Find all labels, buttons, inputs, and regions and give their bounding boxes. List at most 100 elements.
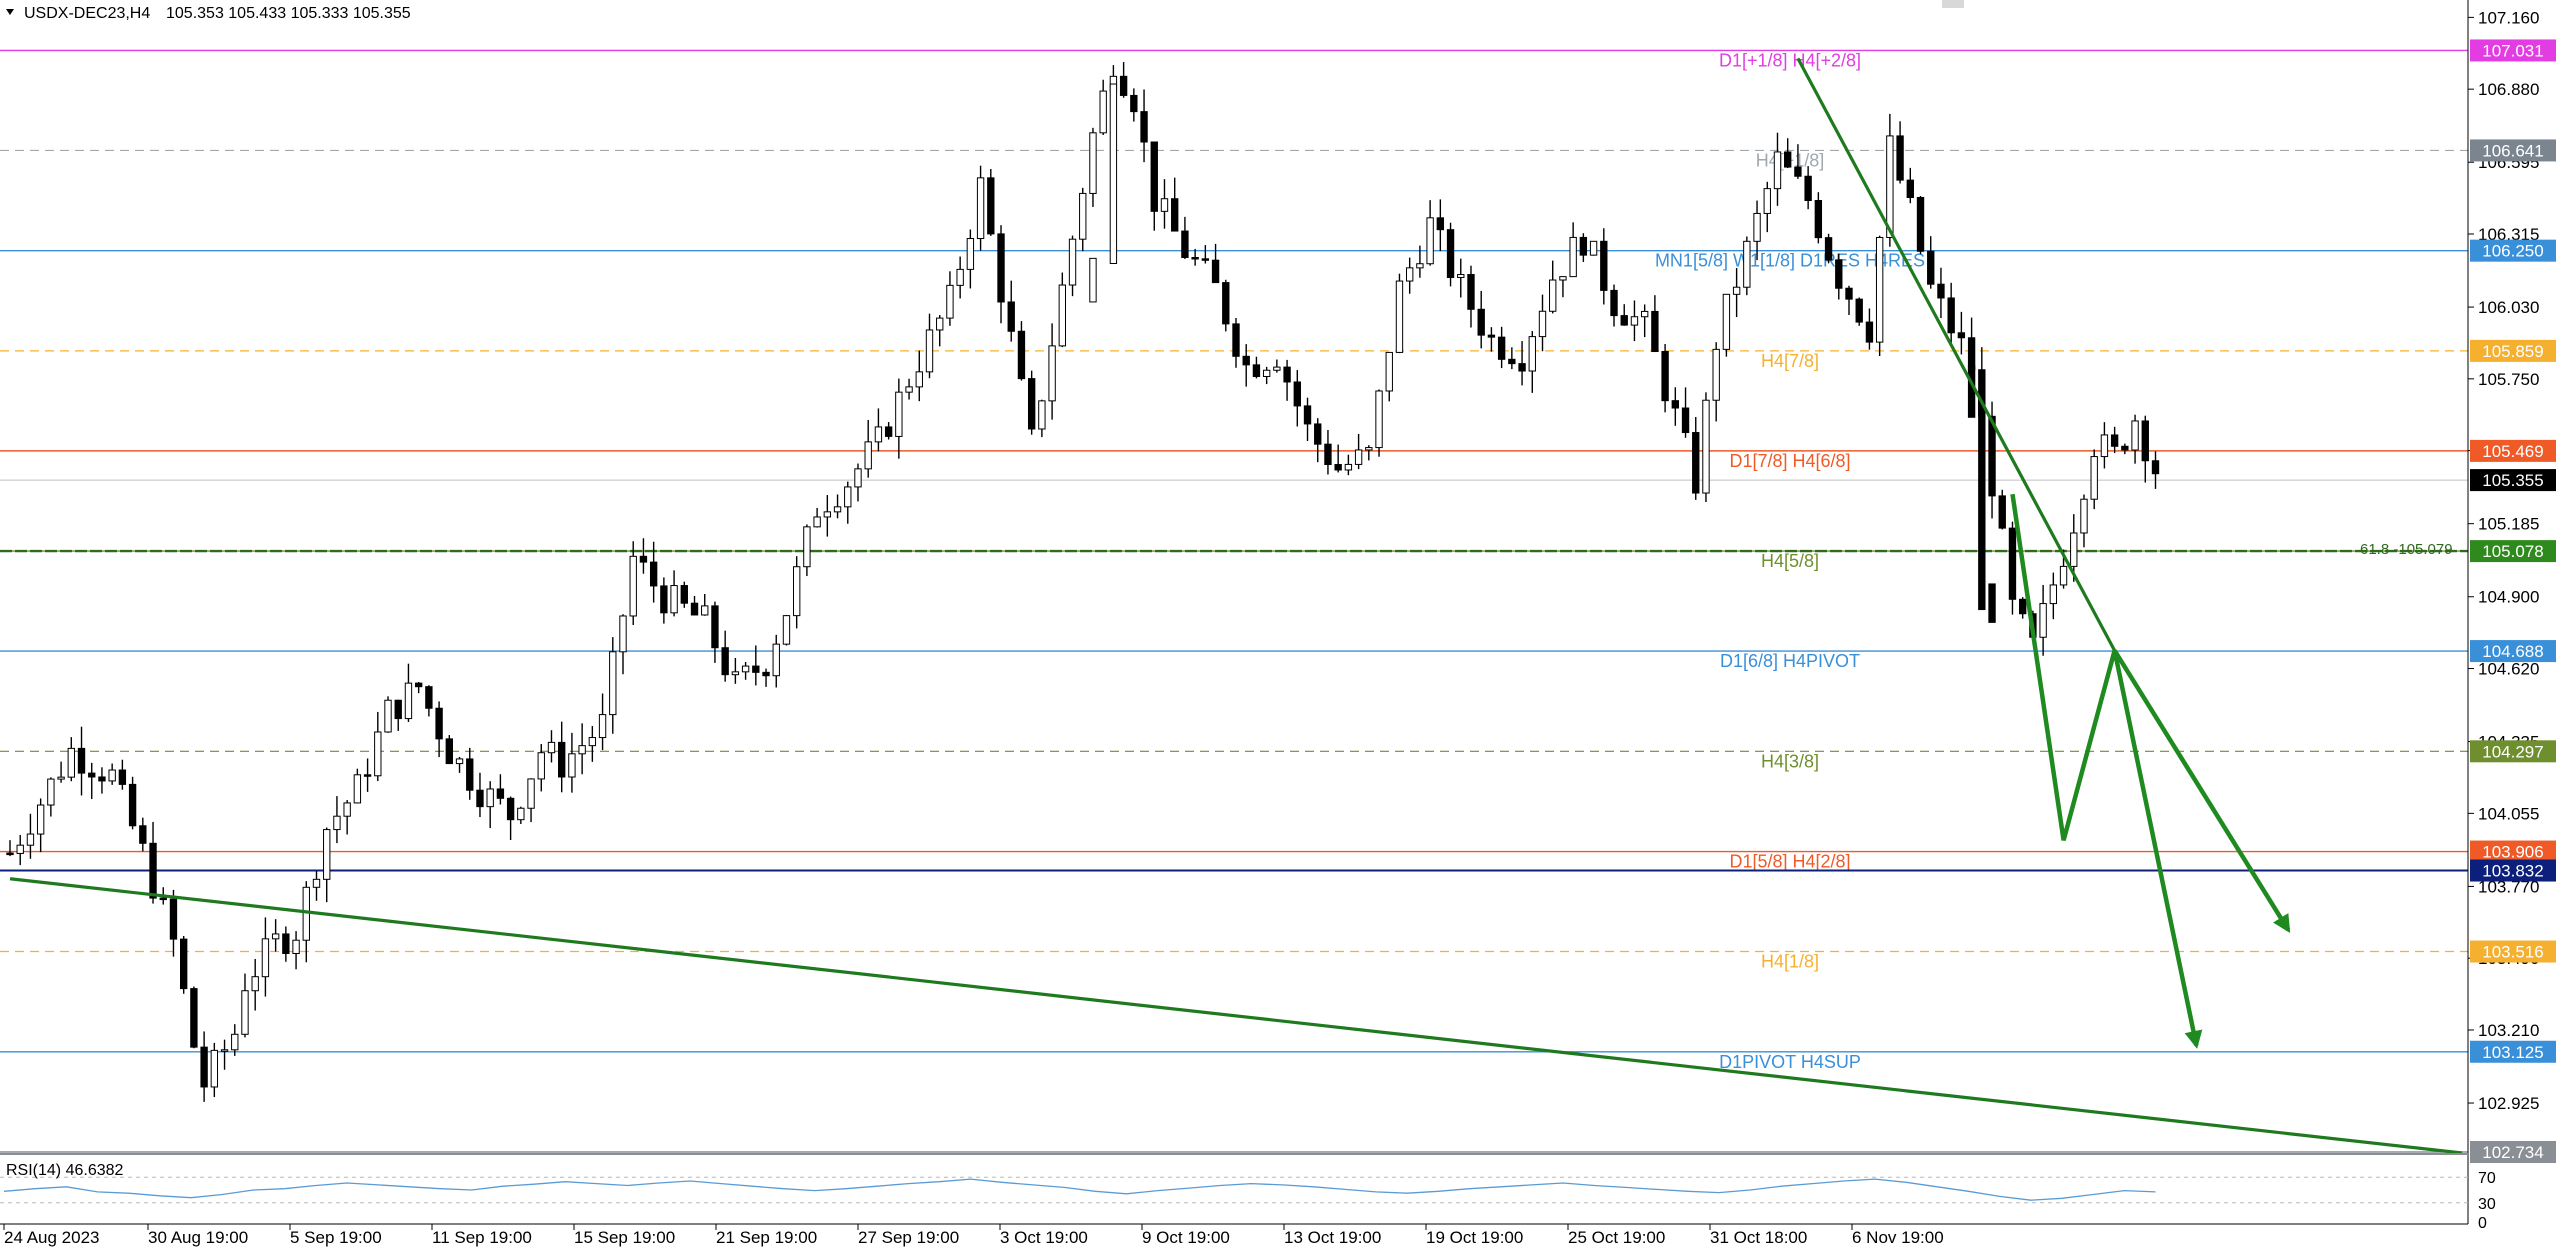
time-tick-label-8: 9 Oct 19:00 — [1142, 1228, 1230, 1247]
time-tick-label-6: 27 Sep 19:00 — [858, 1228, 959, 1247]
candle-body-57 — [588, 737, 597, 747]
candle-body-41 — [425, 686, 433, 709]
candle-body-29 — [302, 886, 310, 941]
candle-body-64 — [660, 585, 668, 614]
forecast-arrow-0 — [2010, 493, 2203, 1049]
candle-body-58 — [598, 714, 607, 739]
candle-body-114 — [1171, 198, 1179, 232]
candle-body-70 — [721, 647, 729, 676]
candle-body-128 — [1314, 423, 1322, 445]
candle-body-115 — [1181, 230, 1189, 258]
level-label-2: MN1[5/8] W1[1/8] D1RES H4RES — [1655, 251, 1925, 271]
candle-body-67 — [690, 602, 699, 616]
level-badge-10-text: 103.125 — [2482, 1043, 2543, 1062]
candle-body-162 — [1661, 351, 1669, 402]
rsi-line — [3, 1178, 2156, 1201]
candle-body-196 — [2008, 527, 2017, 600]
candle-body-137 — [1406, 267, 1414, 282]
candle-body-76 — [782, 615, 791, 645]
time-tick-label-10: 19 Oct 19:00 — [1426, 1228, 1523, 1247]
candle-body-169 — [1732, 286, 1741, 295]
collapse-triangle-icon[interactable] — [6, 9, 14, 15]
level-badge-7-text: 104.297 — [2482, 742, 2543, 761]
candle-body-188 — [1927, 250, 1935, 285]
time-tick-label-13: 6 Nov 19:00 — [1852, 1228, 1944, 1247]
candle-body-206 — [2110, 434, 2119, 447]
candle-body-51 — [527, 778, 535, 809]
candle-body-158 — [1620, 315, 1628, 326]
candle-body-183 — [1875, 236, 1884, 343]
header-symbol: USDX-DEC23,H4 — [24, 5, 150, 22]
candle-body-50 — [517, 807, 525, 821]
candle-body-126 — [1293, 381, 1301, 407]
candle-body-149 — [1528, 336, 1536, 372]
candle-body-205 — [2100, 434, 2109, 458]
candle-body-187 — [1916, 196, 1925, 252]
candles-group — [6, 62, 2160, 1102]
candle-body-124 — [1273, 366, 1281, 371]
candle-body-28 — [292, 939, 300, 954]
time-tick-label-12: 31 Oct 18:00 — [1710, 1228, 1807, 1247]
candle-body-179 — [1835, 259, 1843, 289]
level-badge-1-text: 106.641 — [2482, 141, 2543, 160]
candle-body-6 — [67, 747, 75, 778]
level-badge-6-text: 104.688 — [2482, 642, 2543, 661]
candle-body-97 — [997, 233, 1005, 303]
candle-body-136 — [1395, 280, 1404, 353]
candle-body-181 — [1855, 298, 1863, 323]
level-label-5: H4[5/8] — [1761, 551, 1819, 571]
level-badge-0-text: 107.031 — [2482, 41, 2543, 60]
candle-body-73 — [752, 665, 760, 673]
candle-body-92 — [946, 284, 954, 319]
candle-body-37 — [384, 699, 392, 733]
level-badge-2-text: 106.250 — [2482, 242, 2543, 261]
candle-body-65 — [670, 585, 678, 614]
time-tick-label-0: 24 Aug 2023 — [4, 1228, 99, 1247]
candle-body-151 — [1549, 279, 1557, 312]
candle-body-71 — [731, 671, 740, 676]
price-tick-label-0: 107.160 — [2478, 8, 2539, 27]
candle-body-174 — [1784, 151, 1792, 168]
candle-body-118 — [1211, 259, 1220, 284]
candle-body-78 — [803, 526, 811, 568]
candle-body-207 — [2121, 445, 2129, 451]
candle-body-33 — [343, 802, 351, 817]
level-label-10: D1PIVOT H4SUP — [1719, 1052, 1861, 1072]
candle-body-0 — [6, 852, 14, 856]
candle-body-143 — [1467, 274, 1475, 310]
candle-body-5 — [57, 776, 65, 780]
price-tick-label-1: 106.880 — [2478, 80, 2539, 99]
candle-body-110 — [1130, 94, 1138, 113]
candle-body-23 — [241, 990, 249, 1035]
candle-body-96 — [987, 177, 995, 235]
candle-body-10 — [108, 769, 116, 782]
candle-body-36 — [374, 731, 382, 777]
navy-badge-bg — [2470, 859, 2556, 882]
candle-body-185 — [1896, 135, 1904, 181]
candle-body-83 — [854, 468, 862, 488]
candle-body-38 — [394, 699, 402, 720]
candle-body-81 — [833, 506, 842, 513]
price-tick-label-7: 105.185 — [2478, 515, 2539, 534]
time-tick-label-7: 3 Oct 19:00 — [1000, 1228, 1088, 1247]
level-badge-0-bg — [2470, 39, 2556, 62]
candle-body-26 — [271, 933, 280, 940]
candle-body-17 — [180, 938, 188, 990]
candle-body-119 — [1222, 282, 1230, 325]
candle-body-11 — [118, 769, 127, 785]
candle-body-132 — [1354, 449, 1363, 465]
level-badge-11-text: 102.734 — [2482, 1143, 2543, 1162]
candle-body-202 — [2070, 532, 2078, 567]
candle-body-63 — [649, 561, 658, 587]
candle-body-32 — [333, 815, 341, 831]
last-price-badge-text: 105.355 — [2482, 471, 2543, 490]
navy-badge-text: 103.832 — [2482, 862, 2543, 881]
candle-body-199 — [2039, 603, 2047, 638]
candle-body-42 — [435, 707, 443, 740]
rsi-tick-1: 30 — [2478, 1196, 2496, 1213]
candle-body-122 — [1252, 364, 1261, 377]
header-ohlc: 105.353 105.433 105.333 105.355 — [166, 5, 411, 22]
candle-body-16 — [169, 898, 178, 940]
candle-body-74 — [762, 671, 770, 677]
